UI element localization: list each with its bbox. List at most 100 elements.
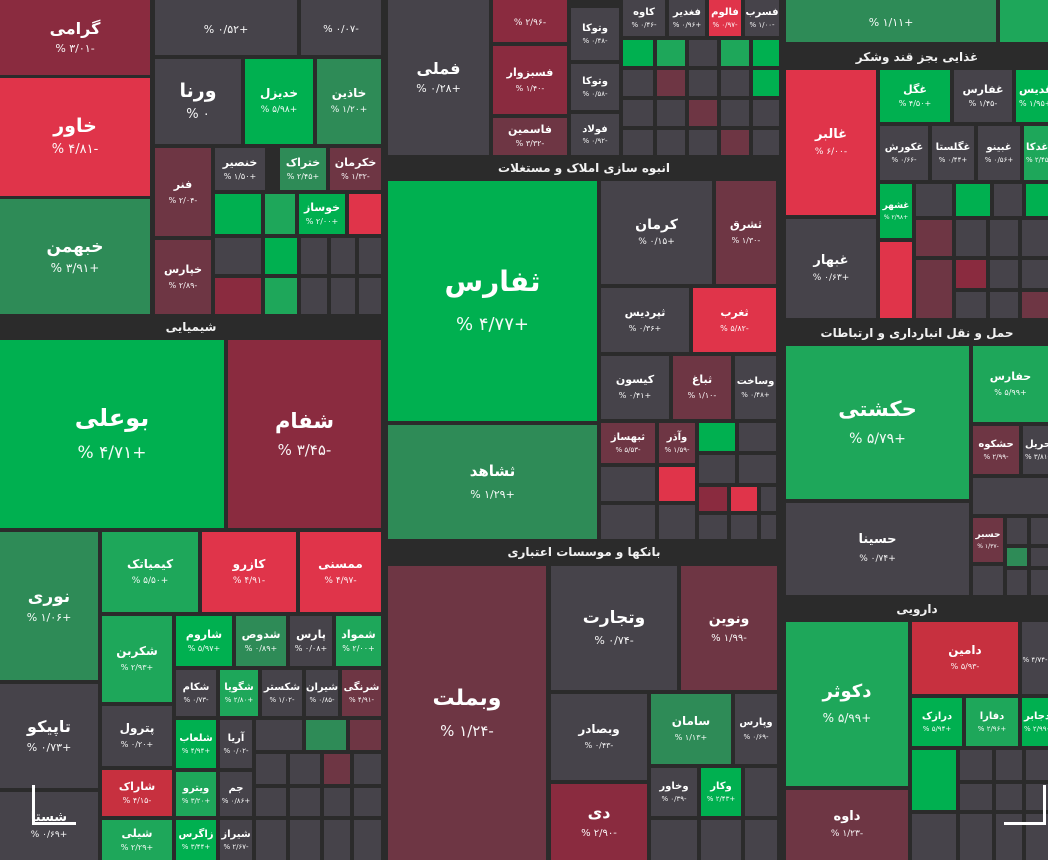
tile-kimiatek[interactable]: کیمیاتک +۵/۵۰ % [102,532,198,612]
tile-vatouka2[interactable]: وتوکا -۰/۵۸ % [571,64,619,110]
tile-small[interactable] [350,720,381,750]
tile-small[interactable] [739,423,776,451]
tile-small[interactable] [1007,518,1027,544]
tile-small[interactable] [689,130,717,155]
tile-small[interactable] [745,768,777,816]
tile-small[interactable] [651,820,697,860]
tile-ghabino[interactable]: غبینو +۰/۵۶ % [978,126,1020,180]
tile-small[interactable] [331,278,355,314]
tile-small[interactable] [916,260,952,318]
tile-ghabahar[interactable]: غبهار +۰/۶۳ % [786,219,876,318]
tile-small[interactable] [601,505,655,539]
tile-garami[interactable]: گرامی -۳/۰۱ % [0,0,150,75]
tile-noori[interactable]: نوری +۱/۰۶ % [0,532,98,680]
tile-small[interactable] [912,814,956,860]
tile-vaparsi[interactable]: وپارس -۰/۶۹ % [735,694,777,764]
tile-small[interactable] [256,788,286,816]
tile-small[interactable] [1022,260,1048,288]
tile-khepars[interactable]: خپارس -۲/۸۹ % [155,240,211,314]
tile-small[interactable] [753,40,779,66]
tile-khadizel[interactable]: خدیزل +۵/۹۸ % [245,59,313,144]
tile-small[interactable] [215,238,261,274]
tile-small[interactable] [354,820,381,860]
tile-small[interactable] [215,278,261,314]
tile-small[interactable] [659,467,695,501]
tile-small[interactable] [731,515,757,539]
tile-shakam[interactable]: شکام -۰/۷۳ % [176,670,216,716]
tile-khazin[interactable]: خاذین +۱/۲۰ % [317,59,381,144]
tile-sharak[interactable]: شاراک -۴/۱۵ % [102,770,172,816]
tile-fasreb[interactable]: فسرب -۱/۰۰ % [745,0,779,36]
tile-damin[interactable]: دامین -۵/۹۳ % [912,622,1018,694]
tile-vitro[interactable]: ویترو +۳/۲۰ % [176,772,216,816]
tile-small[interactable] [701,820,741,860]
tile-saman[interactable]: سامان +۱/۱۳ % [651,694,731,764]
tile-small[interactable] [956,184,990,216]
tile-fanar[interactable]: فنر -۲/۰۴ % [155,148,211,236]
tile-shili[interactable]: شیلی +۲/۲۹ % [102,820,172,860]
tile-arya[interactable]: آریا -۰/۰۲ % [220,720,252,768]
tile-c9[interactable]: -۲/۹۶ % [493,0,567,42]
tile-small[interactable] [753,100,779,126]
tile-shomvad[interactable]: شمواد +۲/۰۰ % [336,616,381,666]
tile-small[interactable] [623,100,653,126]
tile-boali[interactable]: بوعلی +۴/۷۱ % [0,340,224,528]
tile-small[interactable] [1026,184,1048,216]
tile-small[interactable] [731,487,757,511]
tile-small[interactable] [761,515,776,539]
tile-small[interactable] [265,238,297,274]
tile-small[interactable] [960,814,992,860]
tile-sagharb[interactable]: ثغرب -۵/۸۲ % [693,288,776,352]
tile-small[interactable] [657,40,685,66]
tile-small[interactable] [1031,518,1048,544]
tile-small[interactable] [916,220,952,256]
tile-faulad[interactable]: فولاد -۰/۹۲ % [571,114,619,155]
tile-c4[interactable]: +۰/۵۲ % [155,0,297,55]
tile-dakosar[interactable]: دکوثر +۵/۹۹ % [786,622,908,786]
tile-small[interactable] [996,814,1022,860]
tile-small[interactable] [306,720,346,750]
tile-ghaglasta[interactable]: غگلستا +۰/۴۴ % [932,126,974,180]
tile-small[interactable] [689,40,717,66]
tile-small[interactable] [359,278,381,314]
tile-hashkuh[interactable]: حشکوه -۲/۹۹ % [973,426,1019,474]
tile-vakar[interactable]: وکار +۲/۴۳ % [701,768,741,816]
tile-small[interactable] [960,750,992,780]
tile-small[interactable] [994,184,1022,216]
tile-jam[interactable]: جم +۰/۸۶ % [220,772,252,816]
tile-small[interactable] [996,750,1022,780]
tile-small[interactable] [623,130,653,155]
tile-khobahman[interactable]: خبهمن +۳/۹۱ % [0,199,150,314]
tile-faghadir[interactable]: فغدیر +۰/۹۶ % [669,0,705,36]
tile-small[interactable] [916,184,952,216]
tile-shekastar[interactable]: شکستر -۱/۰۲ % [262,670,302,716]
tile-small[interactable] [753,70,779,96]
tile-small[interactable] [721,70,749,96]
tile-hekeshti[interactable]: حکشتی +۵/۷۹ % [786,346,969,499]
tile-haril[interactable]: حریل -۳/۸۱ % [1023,426,1048,474]
tile-fameli[interactable]: فملی +۰/۲۸ % [388,0,489,155]
tile-ghaleb[interactable]: غالبر -۶/۰۰ % [786,70,876,215]
tile-ghadka[interactable]: غدکا +۲/۴۵ % [1024,126,1048,180]
tile-small[interactable] [324,754,350,784]
tile-kave[interactable]: کاوه -۰/۴۶ % [623,0,665,36]
tile-pars[interactable]: پارس +۰/۰۸ % [290,616,332,666]
tile-vabemellat[interactable]: وبملت -۱/۲۴ % [388,566,546,860]
tile-khavar[interactable]: خاور -۴/۸۱ % [0,78,150,196]
tile-small[interactable] [699,515,727,539]
tile-ghaleg[interactable]: غگل +۴/۵۰ % [880,70,950,122]
tile-vasakht[interactable]: وساخت +۰/۴۸ % [735,356,776,419]
tile-small[interactable] [912,750,956,810]
tile-small[interactable] [721,40,749,66]
tile-vaazar[interactable]: وآذر -۱/۵۹ % [659,423,695,463]
tile-small[interactable] [1007,570,1027,595]
tile-c10[interactable]: +۱/۱۱ % [786,0,996,42]
tile-dajabr[interactable]: دجابر +۲/۹۹ % [1022,698,1048,746]
tile-small[interactable] [699,423,735,451]
tile-small[interactable] [623,70,653,96]
tile-kisun[interactable]: کیسون +۰/۴۱ % [601,356,669,419]
tile-shodus[interactable]: شدوص +۰/۸۹ % [236,616,286,666]
tile-small[interactable] [256,720,302,750]
tile-small[interactable] [956,292,986,318]
tile-small[interactable] [1031,548,1048,566]
